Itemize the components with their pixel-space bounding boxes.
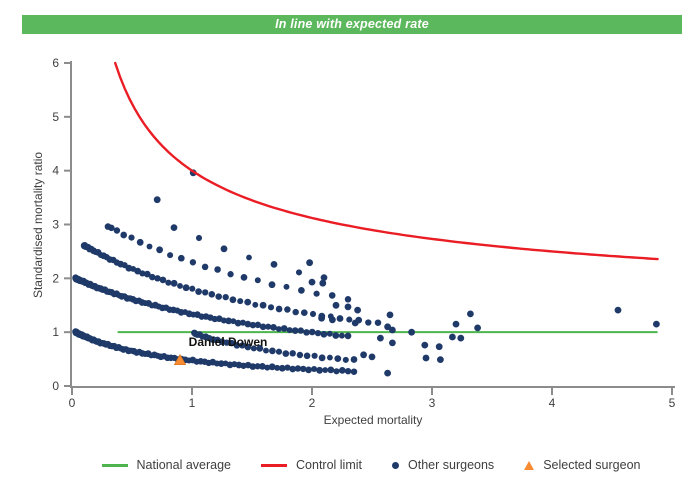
legend-label: Control limit <box>296 458 363 472</box>
legend: National average Control limit Other surge… <box>0 458 700 472</box>
funnel-plot: 0 1 2 3 4 5 6 0 1 2 3 4 5 Standardised mortality rati… <box>31 56 676 427</box>
legend-item-control-limit: Control limit <box>261 458 362 472</box>
y-tick-label: 0 <box>52 379 59 393</box>
y-tick-label: 2 <box>52 271 59 285</box>
control-limit-line-icon <box>261 463 288 467</box>
selected-surgeon-triangle-icon <box>524 460 535 470</box>
legend-label: Selected surgeon <box>543 458 641 472</box>
x-tick-label: 5 <box>669 396 676 410</box>
status-banner: In line with expected rate <box>22 15 682 34</box>
y-tick-label: 5 <box>52 110 59 124</box>
x-tick-label: 2 <box>309 396 316 410</box>
x-tick-label: 1 <box>189 396 196 410</box>
legend-item-national-average: National average <box>101 458 232 472</box>
control-limit-curve <box>114 61 659 261</box>
selected-surgeon-marker[interactable] <box>173 353 187 366</box>
other-surgeons-points[interactable] <box>72 169 660 377</box>
national-average-line-icon <box>101 463 128 467</box>
x-tick-label: 0 <box>69 396 76 410</box>
x-axis-title: Expected mortality <box>324 413 423 427</box>
y-tick-label: 3 <box>52 218 59 232</box>
x-tick-label: 4 <box>549 396 556 410</box>
axes: 0 1 2 3 4 5 6 0 1 2 3 4 5 Standardised mortality rati… <box>31 56 676 427</box>
y-tick-label: 4 <box>52 164 59 178</box>
selected-surgeon-label: Daniel Dowen <box>189 335 268 349</box>
y-axis-title: Standardised mortality ratio <box>31 152 45 298</box>
y-tick-label: 1 <box>52 325 59 339</box>
x-tick-label: 3 <box>429 396 436 410</box>
legend-item-other-surgeons: Other surgeons <box>392 458 494 472</box>
legend-label: Other surgeons <box>408 458 495 472</box>
y-tick-label: 6 <box>52 56 59 70</box>
legend-item-selected-surgeon: Selected surgeon <box>524 458 640 472</box>
other-surgeons-dot-icon <box>392 461 400 469</box>
legend-label: National average <box>136 458 232 472</box>
